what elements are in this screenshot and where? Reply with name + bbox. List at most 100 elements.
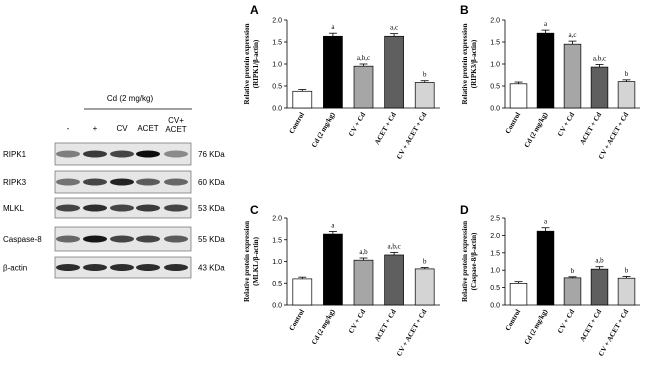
x-tick-label: Control <box>287 308 306 332</box>
significance-label: b <box>423 258 427 266</box>
protein-label: RIPK1 <box>3 150 27 159</box>
band <box>136 150 160 158</box>
bar <box>414 268 435 306</box>
x-tick-label: CV + Cd <box>347 308 367 335</box>
band <box>56 204 80 212</box>
band <box>83 204 107 212</box>
band <box>164 178 188 186</box>
x-tick-label: Cd (2 mg/kg) <box>310 307 337 346</box>
x-tick-label: CV + Cd <box>556 111 576 138</box>
lane-label: - <box>67 124 70 133</box>
panel-letter: C <box>250 203 259 217</box>
error-bar <box>514 281 523 284</box>
band <box>83 235 107 243</box>
significance-label: a,b <box>359 248 368 256</box>
x-tick-label: Cd (2 mg/kg) <box>310 110 337 149</box>
bar <box>563 277 582 306</box>
band <box>110 150 134 158</box>
y-tick-label: 0.5 <box>490 84 500 91</box>
y-axis-title: (RIPK3/β-actin) <box>470 39 478 88</box>
error-bar <box>622 79 631 82</box>
band <box>136 204 160 212</box>
band <box>164 204 188 212</box>
band <box>110 204 134 212</box>
x-tick-label: CV + Cd <box>347 111 367 138</box>
panel-letter: A <box>250 3 259 17</box>
y-tick-label: 2.0 <box>490 18 500 25</box>
error-bar <box>541 29 550 34</box>
significance-label: b <box>423 71 427 79</box>
x-tick-label: Control <box>287 111 306 135</box>
y-tick-label: 2.0 <box>490 233 500 240</box>
bar <box>509 83 528 109</box>
y-tick-label: 1.5 <box>272 237 282 244</box>
y-tick-label: 0.0 <box>272 106 282 113</box>
error-bar <box>420 80 429 83</box>
bar <box>590 66 609 109</box>
lane-label: + <box>93 124 98 133</box>
y-axis-title: (Caspase-8/β-actin) <box>470 232 478 290</box>
x-tick-label: ACET + Cd <box>578 111 603 146</box>
error-bar <box>328 231 337 235</box>
error-bar <box>298 276 307 279</box>
y-tick-label: 0.0 <box>490 303 500 310</box>
significance-label: a <box>544 218 548 226</box>
error-bar <box>541 227 550 232</box>
y-axis-title: (MLKL/β-actin) <box>252 236 260 285</box>
x-tick-label: CV + ACET + Cd <box>395 308 428 358</box>
bar <box>353 65 374 109</box>
y-tick-label: 2.5 <box>490 216 500 223</box>
y-axis-title: Relative protein expression <box>461 221 469 302</box>
protein-label: Caspase-8 <box>3 235 42 244</box>
bar <box>536 230 555 306</box>
bar <box>384 254 404 306</box>
significance-label: a <box>331 23 335 31</box>
band <box>164 264 188 271</box>
x-tick-label: CV + Cd <box>556 308 576 335</box>
y-axis-title: Relative protein expression <box>461 23 469 104</box>
size-label: 53 KDa <box>198 204 225 213</box>
band <box>136 178 160 186</box>
error-bar <box>420 267 429 269</box>
y-tick-label: 1.5 <box>490 40 500 47</box>
significance-label: a,c <box>390 24 398 32</box>
bar <box>617 277 636 306</box>
error-bar <box>359 257 368 261</box>
band <box>164 235 188 243</box>
error-bar <box>568 276 577 278</box>
band <box>110 235 134 243</box>
error-bar <box>359 63 368 67</box>
bar <box>536 32 555 109</box>
band <box>83 150 107 158</box>
band <box>56 235 80 243</box>
lane-label: CV+ ACET <box>165 116 186 134</box>
error-bar <box>595 64 604 68</box>
x-tick-label: Cd (2 mg/kg) <box>523 110 550 149</box>
lane-label-line: ACET <box>165 125 186 134</box>
significance-label: a <box>544 20 548 28</box>
panel-letter: B <box>460 3 469 17</box>
band <box>110 178 134 186</box>
y-tick-label: 0.5 <box>272 281 282 288</box>
y-tick-label: 1.5 <box>272 40 282 47</box>
protein-label: MLKL <box>3 204 24 213</box>
band <box>56 264 80 271</box>
y-tick-label: 2.0 <box>272 216 282 223</box>
lane-label-line: CV+ <box>168 116 184 125</box>
bar <box>323 35 343 109</box>
significance-label: b <box>625 266 629 274</box>
error-bar <box>595 266 604 270</box>
size-label: 76 KDa <box>198 150 225 159</box>
band <box>56 150 80 158</box>
x-tick-label: ACET + Cd <box>373 308 398 343</box>
bar <box>509 283 528 306</box>
error-bar <box>622 276 631 279</box>
error-bar <box>328 32 337 37</box>
x-tick-label: Control <box>504 111 523 135</box>
lane-label: CV <box>116 124 128 133</box>
y-axis-title: Relative protein expression <box>243 23 251 104</box>
significance-label: a,b,c <box>387 242 400 250</box>
band <box>164 150 188 158</box>
significance-label: a,c <box>569 31 577 39</box>
